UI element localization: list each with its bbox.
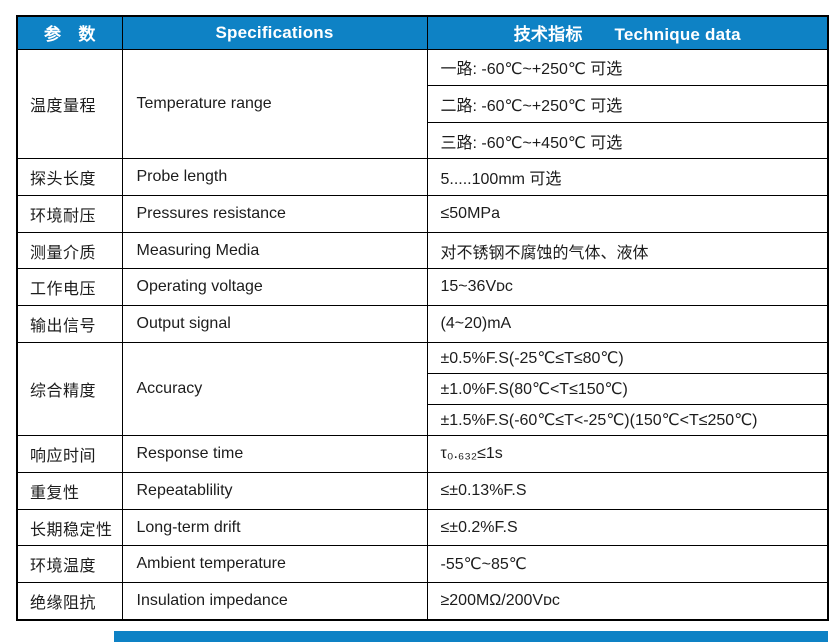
next-section-header-bar-partial (114, 631, 828, 642)
param-label: 工作电压 (16, 268, 123, 307)
header-row: 参 数 Specifications 技术指标 Technique data (16, 15, 829, 50)
spec-label: Pressures resistance (121, 195, 428, 233)
param-label: 响应时间 (16, 435, 123, 474)
header-technique-en: Technique data (614, 25, 741, 45)
param-label: 重复性 (16, 472, 123, 510)
value-cell: 三路: -60℃~+450℃ 可选 (426, 121, 829, 160)
param-label: 综合精度 (16, 341, 123, 437)
table-row: 温度量程 Temperature range 一路: -60℃~+250℃ 可选 (16, 48, 829, 160)
param-label: 绝缘阻抗 (16, 582, 123, 621)
value-cell: ±1.0%F.S(80℃<T≤150℃) (426, 372, 829, 406)
header-technique: 技术指标 Technique data (426, 15, 829, 50)
spec-label: Accuracy (121, 341, 428, 437)
spec-label: Output signal (121, 305, 428, 343)
table-row: 响应时间 Response time τ₀.₆₃₂≤1s (16, 435, 829, 474)
spec-label: Operating voltage (121, 268, 428, 307)
param-label: 测量介质 (16, 231, 123, 270)
value-cell: 对不锈钢不腐蚀的气体、液体 (426, 231, 829, 270)
value-cell: 15~36Vᴅᴄ (426, 268, 829, 307)
value-cell: ≤50MPa (426, 195, 829, 233)
value-cell: 一路: -60℃~+250℃ 可选 (426, 48, 829, 87)
table-row: 测量介质 Measuring Media 对不锈钢不腐蚀的气体、液体 (16, 231, 829, 270)
param-label: 长期稳定性 (16, 508, 123, 547)
spec-label: Probe length (121, 158, 428, 197)
table-row: 重复性 Repeatablility ≤±0.13%F.S (16, 472, 829, 510)
value-cell: τ₀.₆₃₂≤1s (426, 435, 829, 474)
header-specifications: Specifications (121, 15, 428, 50)
value-cell: ≤±0.13%F.S (426, 472, 829, 510)
table-row: 探头长度 Probe length 5.....100mm 可选 (16, 158, 829, 197)
param-label: 环境耐压 (16, 195, 123, 233)
spec-label: Response time (121, 435, 428, 474)
param-label: 温度量程 (16, 48, 123, 160)
table-row: 环境耐压 Pressures resistance ≤50MPa (16, 195, 829, 233)
spec-table: 参 数 Specifications 技术指标 Technique data 温度… (16, 15, 829, 621)
table-row: 长期稳定性 Long-term drift ≤±0.2%F.S (16, 508, 829, 547)
spec-label: Temperature range (121, 48, 428, 160)
value-cell: ±1.5%F.S(-60℃≤T<-25℃)(150℃<T≤250℃) (426, 404, 829, 437)
spec-label: Repeatablility (121, 472, 428, 510)
value-cell: ≥200MΩ/200Vᴅᴄ (426, 582, 829, 621)
value-cell: 二路: -60℃~+250℃ 可选 (426, 85, 829, 123)
table-row: 工作电压 Operating voltage 15~36Vᴅᴄ (16, 268, 829, 307)
table-row: 环境温度 Ambient temperature -55℃~85℃ (16, 545, 829, 584)
spec-label: Measuring Media (121, 231, 428, 270)
table-row: 绝缘阻抗 Insulation impedance ≥200MΩ/200Vᴅᴄ (16, 582, 829, 621)
value-cell: -55℃~85℃ (426, 545, 829, 584)
table-row: ±1.5%F.S(-60℃≤T<-25℃)(150℃<T≤250℃) (17, 404, 829, 437)
param-label: 输出信号 (16, 305, 123, 343)
value-cell: 5.....100mm 可选 (426, 158, 829, 197)
value-cell: ≤±0.2%F.S (426, 508, 829, 547)
value-cell: ±0.5%F.S(-25℃≤T≤80℃) (426, 341, 829, 374)
param-label: 探头长度 (16, 158, 123, 197)
param-label: 环境温度 (16, 545, 123, 584)
spec-label: Insulation impedance (121, 582, 428, 621)
spec-label: Long-term drift (121, 508, 428, 547)
table-row: 输出信号 Output signal (4~20)mA (16, 305, 829, 343)
table-row: 三路: -60℃~+450℃ 可选 (17, 121, 829, 160)
table-row: 二路: -60℃~+250℃ 可选 (17, 85, 829, 123)
spec-label: Ambient temperature (121, 545, 428, 584)
table-row: 综合精度 Accuracy ±0.5%F.S(-25℃≤T≤80℃) (16, 341, 829, 437)
value-cell: (4~20)mA (426, 305, 829, 343)
header-technique-zh: 技术指标 (513, 25, 583, 45)
header-param: 参 数 (16, 15, 123, 50)
